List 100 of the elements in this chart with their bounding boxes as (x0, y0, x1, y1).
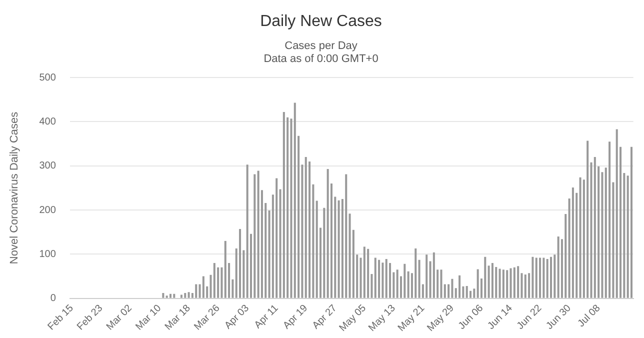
x-tick-label: Mar 02 (104, 302, 135, 333)
bar (257, 170, 260, 298)
x-tick-label: Jun 14 (486, 302, 516, 332)
x-tick-label: Apr 27 (310, 302, 340, 332)
bar (466, 286, 468, 298)
bar (276, 178, 278, 298)
x-tick-label: May 29 (425, 302, 457, 334)
bar (220, 267, 223, 298)
bar (367, 248, 370, 298)
x-tick-label: Jun 06 (456, 302, 486, 332)
x-tick-label: Feb 23 (75, 302, 106, 333)
bar (630, 146, 632, 298)
bar (484, 256, 486, 298)
bar (326, 168, 329, 298)
y-tick-label: 400 (39, 116, 56, 128)
bar (162, 293, 164, 298)
bar (488, 266, 490, 298)
bar (426, 254, 428, 298)
bar (224, 240, 226, 298)
x-tick-label: Jun 22 (515, 302, 544, 332)
x-tick-label: May 05 (338, 302, 369, 334)
y-tick-label: 300 (39, 160, 56, 172)
bar (202, 276, 204, 298)
bar (414, 248, 417, 298)
bar (594, 157, 596, 298)
bar (546, 259, 548, 298)
bar (524, 274, 526, 298)
bar (513, 267, 516, 298)
bar (239, 229, 242, 298)
bar (458, 275, 461, 298)
bar (323, 208, 326, 298)
bar (254, 174, 256, 298)
bar (451, 278, 454, 298)
x-tick-label: Jun 30 (544, 302, 574, 332)
bar (539, 258, 542, 298)
y-tick-label: 100 (39, 248, 56, 260)
y-tick-label: 200 (39, 204, 56, 216)
bar (180, 294, 182, 298)
x-tick-label: May 21 (396, 302, 428, 334)
chart-subtitle: Cases per Day Data as of 0:00 GMT+0 (264, 40, 378, 66)
bar (572, 188, 574, 298)
bar (195, 284, 198, 298)
bar (407, 271, 410, 298)
bar (476, 269, 479, 298)
bar (557, 236, 560, 298)
bar (213, 263, 216, 298)
bar (418, 260, 420, 298)
bar (345, 174, 348, 298)
bar (586, 140, 589, 298)
bar (473, 288, 476, 298)
bar (608, 142, 611, 298)
bar (188, 292, 190, 298)
x-tick-label: Apr 03 (222, 302, 252, 332)
bar (532, 256, 534, 298)
bar (338, 200, 340, 298)
bar (282, 112, 285, 298)
bar (579, 177, 582, 298)
bar (616, 129, 618, 298)
bar (173, 294, 176, 298)
bar (542, 258, 545, 298)
x-tick-label: Jul 08 (576, 302, 603, 330)
bar (432, 252, 435, 298)
bar (304, 157, 307, 298)
bar (550, 256, 552, 298)
bar (491, 263, 494, 298)
bar (382, 262, 384, 298)
bar (495, 266, 498, 298)
bar (440, 270, 442, 298)
bar (385, 259, 388, 298)
x-tick-label: Apr 11 (252, 302, 281, 331)
y-axis-title: Novel Coronavirus Daily Cases (8, 111, 21, 264)
bar (378, 260, 380, 298)
x-tick-label: Mar 26 (192, 302, 222, 333)
bar (517, 266, 520, 298)
bar (444, 284, 446, 298)
bar (396, 270, 398, 298)
x-tick-label: Apr 19 (281, 302, 310, 332)
bar (316, 200, 318, 298)
bar (363, 246, 366, 298)
bar (294, 102, 296, 298)
x-tick-label: May 13 (366, 302, 398, 334)
bar (502, 270, 504, 298)
bar (498, 268, 501, 298)
bar (535, 258, 538, 298)
bar (510, 268, 512, 298)
chart-title: Daily New Cases (260, 13, 382, 30)
bar (217, 267, 220, 298)
bar (506, 270, 508, 298)
bar (348, 214, 351, 298)
bar (554, 254, 556, 298)
x-tick-label: Feb 15 (46, 302, 76, 333)
x-tick-label: Mar 10 (134, 302, 164, 333)
bar (184, 293, 186, 298)
bar (564, 214, 567, 298)
bar (290, 118, 292, 298)
y-tick-label: 0 (50, 293, 56, 304)
bar (374, 258, 376, 298)
bar (246, 164, 248, 298)
bar (308, 161, 311, 298)
bar (169, 294, 172, 298)
